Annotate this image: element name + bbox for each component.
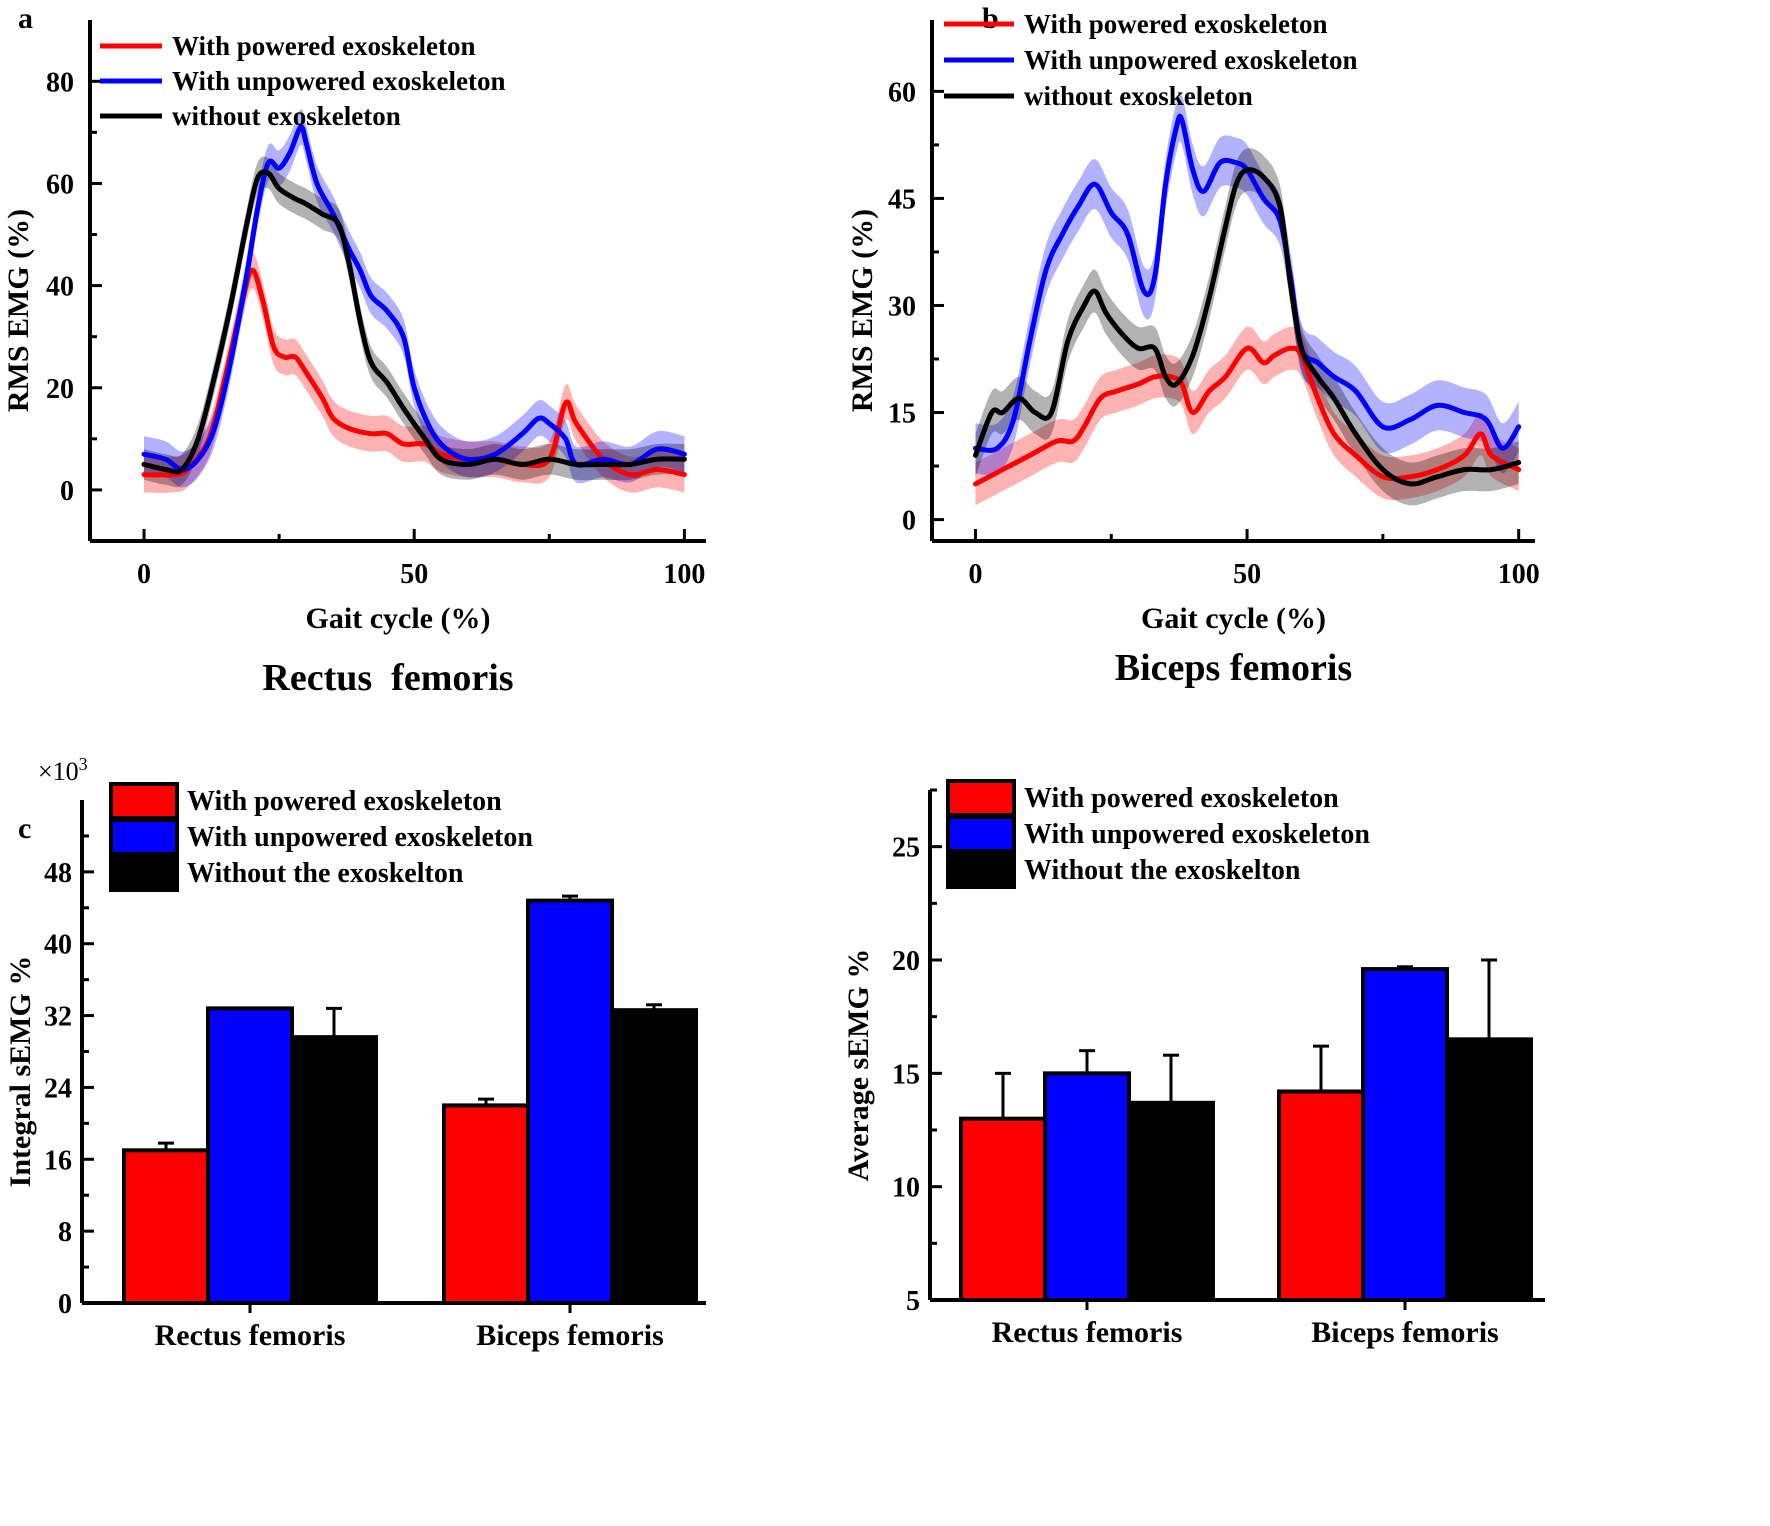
bar-unpowered-rectus [206,1006,294,1306]
bar-without-rectus [290,1035,378,1305]
y-tick-label: 5 [906,1286,920,1317]
bar-without-biceps [1445,1037,1533,1303]
x-tick-label: 0 [137,559,151,590]
x-category-label: Biceps femoris [1311,1316,1498,1349]
legend-swatch-powered [946,779,1016,817]
legend-label: With unpowered exoskeleton [1024,819,1370,850]
legend-swatch-unpowered [109,818,179,856]
panel-label-a: a [18,2,33,35]
legend-label: without exoskeleton [1024,81,1253,111]
axis-multiplier-exponent: 3 [79,754,88,774]
y-tick-label: 80 [46,67,74,98]
legend-label: With powered exoskeleton [187,786,502,817]
y-tick-label: 0 [58,1289,72,1320]
y-tick-label: 20 [46,374,74,405]
legend-swatch-unpowered [946,815,1016,853]
chart-title: Rectus femoris [262,657,513,699]
bar-powered-biceps [1277,1089,1365,1303]
chart-a: 0 20 40 60 80 0 50 100 With powered exoskeleton W… [2,20,706,699]
bar-without-rectus [1127,1100,1215,1303]
legend-label: With powered exoskeleton [172,31,476,61]
x-category-label: Rectus femoris [155,1319,346,1352]
y-tick-label: 20 [892,946,920,977]
y-tick-label: 15 [892,1059,920,1090]
y-tick-label: 0 [60,476,74,507]
legend-label: Without the exoskelton [187,858,464,889]
y-tick-label: 60 [46,169,74,200]
y-tick-label: 8 [58,1217,72,1248]
y-tick-label: 24 [44,1073,72,1104]
y-tick-label: 45 [888,184,916,215]
bar-without-biceps [610,1008,698,1305]
x-tick-label: 50 [1233,559,1261,590]
x-axis-label: Gait cycle (%) [1141,602,1326,635]
x-tick-label: 100 [1498,559,1540,590]
panel-label-c: c [18,812,31,845]
chart-c: 0 8 16 24 32 40 48 Rectus femoris Biceps femoris… [4,754,706,1352]
y-axis-label: RMS EMG (%) [846,209,879,412]
chart-d: 5 10 15 20 25 Rectus femoris Biceps femoris Wit… [842,779,1545,1349]
bar-unpowered-biceps [526,898,614,1305]
x-tick-label: 100 [663,559,705,590]
series-band-powered [975,326,1519,506]
legend-label: With powered exoskeleton [1024,9,1328,39]
series-line-powered [973,345,1522,487]
y-tick-label: 16 [44,1145,72,1176]
series-line-without [141,169,687,475]
y-tick-label: 40 [46,272,74,303]
y-tick-label: 25 [892,833,920,864]
legend-label: without exoskeleton [172,101,401,131]
series-line-unpowered [973,113,1522,453]
y-tick-label: 0 [902,506,916,537]
y-tick-label: 40 [44,930,72,961]
y-axis-label: Average sEMG % [842,949,875,1182]
x-category-label: Biceps femoris [476,1319,663,1352]
legend-label: With unpowered exoskeleton [187,822,533,853]
x-axis-label: Gait cycle (%) [306,602,491,635]
bar-powered-biceps [442,1103,530,1305]
legend-swatch-without [946,851,1016,889]
y-axis-label: Integral sEMG % [4,956,37,1188]
legend-label: With powered exoskeleton [1024,783,1339,814]
bar-unpowered-biceps [1361,967,1449,1302]
y-tick-label: 60 [888,77,916,108]
y-tick-label: 48 [44,858,72,889]
bar-powered-rectus [122,1148,210,1306]
x-tick-label: 0 [968,559,982,590]
legend-label: With unpowered exoskeleton [172,66,506,96]
x-category-label: Rectus femoris [992,1316,1183,1349]
chart-b: 0 15 30 45 60 0 50 100 With powered exoskeleton W… [846,9,1540,689]
y-tick-label: 15 [888,399,916,430]
series-line-unpowered [141,124,687,472]
legend-label: Without the exoskelton [1024,855,1301,886]
bar-powered-rectus [959,1116,1047,1302]
bar-unpowered-rectus [1043,1071,1131,1303]
chart-title: Biceps femoris [1115,647,1352,689]
legend-swatch-powered [109,782,179,820]
axis-multiplier-base: ×10 [38,757,79,786]
series-line-without [973,167,1522,487]
panel-label-b: b [982,2,999,35]
y-tick-label: 30 [888,291,916,322]
legend-swatch-without [109,854,179,892]
y-tick-label: 10 [892,1173,920,1204]
y-tick-label: 32 [44,1002,72,1033]
series-band-unpowered [144,109,685,488]
y-axis-label: RMS EMG (%) [2,209,35,412]
x-tick-label: 50 [400,559,428,590]
axis-multiplier: ×103 [38,754,88,786]
legend-label: With unpowered exoskeleton [1024,45,1358,75]
